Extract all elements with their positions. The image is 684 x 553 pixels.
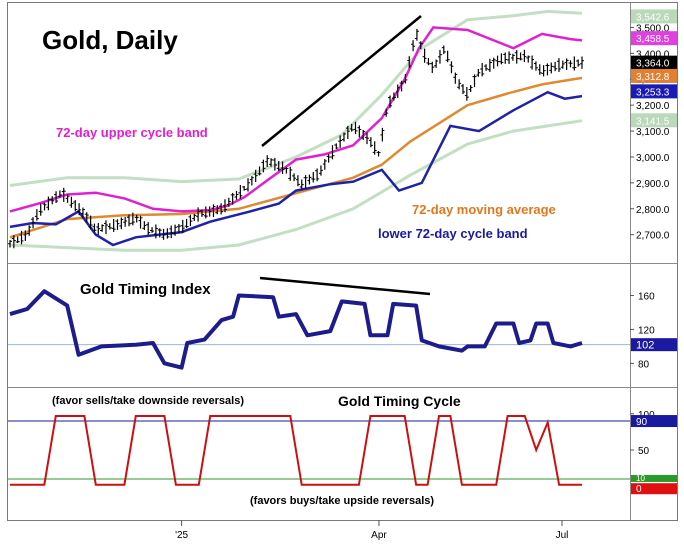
price-label-box: 3,312.8 bbox=[631, 69, 677, 83]
ma-annotation: 72-day moving average bbox=[412, 202, 556, 217]
x-axis: '25 Apr Jul bbox=[8, 520, 677, 541]
upper-band-annotation: 72-day upper cycle band bbox=[56, 125, 208, 140]
price-tick-label: 3,200.0 bbox=[636, 101, 670, 112]
index-tick-label: 120 bbox=[638, 325, 655, 336]
index-tick-label: 160 bbox=[638, 291, 655, 302]
price-tick-label: 2,900.0 bbox=[636, 179, 670, 190]
cycle-90-label-box: 90 bbox=[631, 415, 677, 428]
timing-index-current-value: 102 bbox=[636, 340, 654, 352]
lower-band-annotation: lower 72-day cycle band bbox=[378, 226, 528, 241]
x-tick-label: Jul bbox=[556, 530, 569, 541]
x-tick-label: Apr bbox=[371, 530, 387, 541]
cycle-10-label-box: 10 bbox=[631, 474, 677, 483]
sell-zone-annotation: (favor sells/take downside reversals) bbox=[52, 395, 244, 407]
price-label-value: 3,253.3 bbox=[636, 87, 670, 98]
price-label-value: 3,141.5 bbox=[636, 116, 670, 127]
price-label-box: 3,141.5 bbox=[631, 113, 677, 127]
timing-index-current-box: 102 bbox=[631, 338, 677, 352]
cycle-10-label: 10 bbox=[636, 474, 645, 483]
price-label-value: 3,312.8 bbox=[636, 72, 670, 83]
price-tick-label: 2,700.0 bbox=[636, 231, 670, 242]
cycle-current-value: 0 bbox=[636, 484, 642, 495]
price-label-box: 3,458.5 bbox=[631, 31, 677, 45]
price-label-value: 3,364.0 bbox=[636, 59, 670, 70]
price-tick-label: 3,000.0 bbox=[636, 153, 670, 164]
price-label-box: 3,542.6 bbox=[631, 9, 677, 23]
price-tick-label: 2,800.0 bbox=[636, 205, 670, 216]
buy-zone-annotation: (favors buys/take upside reversals) bbox=[250, 495, 434, 507]
price-label-box: 3,253.3 bbox=[631, 84, 677, 98]
x-tick-label: '25 bbox=[175, 530, 188, 541]
price-label-box: 3,364.0 bbox=[631, 56, 677, 70]
cycle-tick-label: 50 bbox=[638, 446, 650, 457]
cycle-90-label: 90 bbox=[636, 417, 648, 428]
cycle-current-label-box: 0 bbox=[631, 483, 677, 495]
price-label-value: 3,458.5 bbox=[636, 34, 670, 45]
timing-index-title: Gold Timing Index bbox=[80, 281, 211, 298]
index-tick-label: 80 bbox=[638, 359, 650, 370]
price-title: Gold, Daily bbox=[42, 25, 178, 55]
price-tick-label: 3,100.0 bbox=[636, 127, 670, 138]
price-label-value: 3,542.6 bbox=[636, 12, 670, 23]
timing-cycle-title: Gold Timing Cycle bbox=[338, 393, 461, 409]
